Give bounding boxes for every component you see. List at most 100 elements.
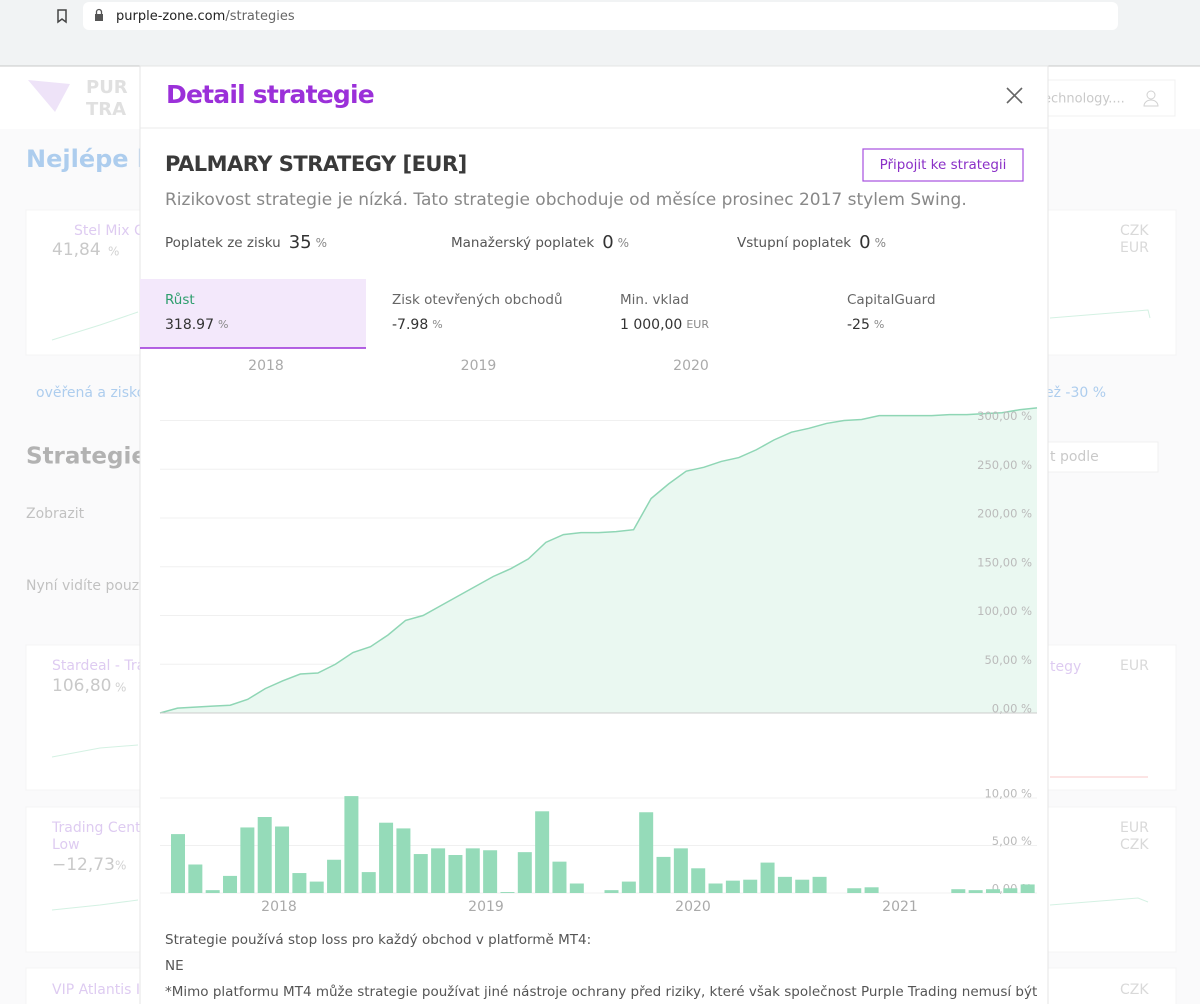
bar (569, 883, 584, 893)
stat-label: Min. vklad (620, 292, 689, 308)
x-tick-label: 2021 (882, 899, 918, 915)
bar (500, 892, 515, 893)
stat: 1 000,00 EUR (620, 317, 709, 333)
bar (708, 883, 723, 893)
bar (448, 855, 463, 893)
stat-value: 318.97 (165, 317, 214, 333)
fee-unit: % (316, 236, 327, 250)
stat: -7.98% (392, 317, 443, 333)
active-tab[interactable] (140, 279, 366, 348)
area-line (159, 407, 1038, 714)
bar (951, 889, 966, 893)
bar (639, 812, 654, 893)
bar (292, 873, 307, 893)
fee: Vstupní poplatek 0% (737, 232, 886, 253)
bar (483, 850, 498, 893)
strategy-name: PALMARY STRATEGY [EUR] (165, 152, 467, 176)
fee: Manažerský poplatek 0% (451, 232, 629, 253)
lock-shackle (95, 8, 103, 14)
fee-value: 0 (859, 232, 870, 253)
bar (344, 796, 359, 893)
stat-value: -7.98 (392, 317, 428, 333)
note: Strategie používá stop loss pro každý ob… (165, 932, 591, 948)
bar (864, 887, 879, 893)
description: Rizikovost strategie je nízká. Tato stra… (165, 190, 967, 210)
stat-label: Růst (165, 292, 195, 308)
bar (465, 848, 480, 893)
address-bar[interactable] (83, 2, 1118, 30)
x-tick-label: 2020 (675, 899, 711, 915)
join-button[interactable] (862, 148, 1024, 182)
x-tick-label: 2020 (673, 358, 709, 374)
y-tick-label: 150,00 % (977, 555, 1032, 569)
url-host: purple-zone.com (116, 9, 225, 24)
bar (379, 822, 394, 893)
stat-label: CapitalGuard (847, 292, 936, 308)
bar (327, 859, 342, 893)
stat: 318.97% (165, 317, 228, 333)
lock-icon (95, 14, 103, 21)
bar (743, 879, 758, 893)
fee-label: Manažerský poplatek (451, 235, 594, 251)
bar (656, 856, 671, 893)
x-tick-label: 2019 (468, 899, 504, 915)
bar (985, 889, 1000, 893)
y-tick-label: 200,00 % (977, 507, 1032, 521)
url-path: /strategies (225, 9, 295, 24)
area-fill (160, 407, 1037, 713)
bar (847, 888, 862, 893)
note: *Mimo platformu MT4 může strategie použí… (165, 984, 1037, 1000)
x-tick-label: 2018 (261, 899, 297, 915)
bar (1020, 884, 1035, 893)
bar (171, 834, 185, 893)
x-tick-label: 2018 (248, 358, 284, 374)
bar (1003, 888, 1018, 893)
fee-label: Poplatek ze zisku (165, 235, 281, 251)
stat: -25% (847, 317, 884, 333)
bar (517, 852, 532, 893)
stat-unit: % (218, 318, 228, 331)
stat-unit: % (874, 318, 884, 331)
bar (552, 861, 567, 893)
note: NE (165, 958, 184, 974)
fee-value: 35 (289, 232, 312, 253)
y-tick-label: 5,00 % (992, 834, 1032, 848)
bar (257, 817, 272, 893)
y-tick-label: 50,00 % (984, 653, 1032, 667)
bar (795, 879, 810, 893)
bar (691, 868, 706, 893)
bar (240, 827, 255, 893)
bar (205, 890, 220, 893)
fee: Poplatek ze zisku 35% (165, 232, 327, 253)
bar (361, 872, 376, 893)
bar (604, 890, 619, 893)
url: purple-zone.com/strategies (116, 9, 295, 24)
bookmark-icon[interactable] (57, 9, 67, 24)
join-button-label[interactable]: Připojit ke strategii (880, 157, 1007, 173)
bar (275, 826, 290, 893)
stat-label: Zisk otevřených obchodů (392, 292, 563, 308)
bar (188, 864, 203, 893)
close-button[interactable] (1006, 87, 1023, 104)
bar (621, 881, 636, 893)
fee-value: 0 (602, 232, 613, 253)
bar (309, 881, 324, 893)
stat-value: -25 (847, 317, 870, 333)
modal-title: Detail strategie (166, 80, 374, 109)
bar (673, 848, 688, 893)
bar (535, 811, 550, 893)
stat-unit: % (432, 318, 442, 331)
bar (396, 828, 411, 893)
y-tick-label: 100,00 % (977, 604, 1032, 618)
fee-unit: % (618, 236, 629, 250)
y-tick-label: 10,00 % (984, 787, 1032, 801)
bar (413, 854, 428, 893)
bar (760, 862, 775, 893)
fee-unit: % (875, 236, 886, 250)
stat-value: 1 000,00 (620, 317, 682, 333)
x-tick-label: 2019 (461, 358, 497, 374)
stat-unit: EUR (686, 318, 709, 331)
bar (725, 880, 740, 893)
y-tick-label: 250,00 % (977, 458, 1032, 472)
y-tick-label: 0,00 % (992, 702, 1032, 716)
